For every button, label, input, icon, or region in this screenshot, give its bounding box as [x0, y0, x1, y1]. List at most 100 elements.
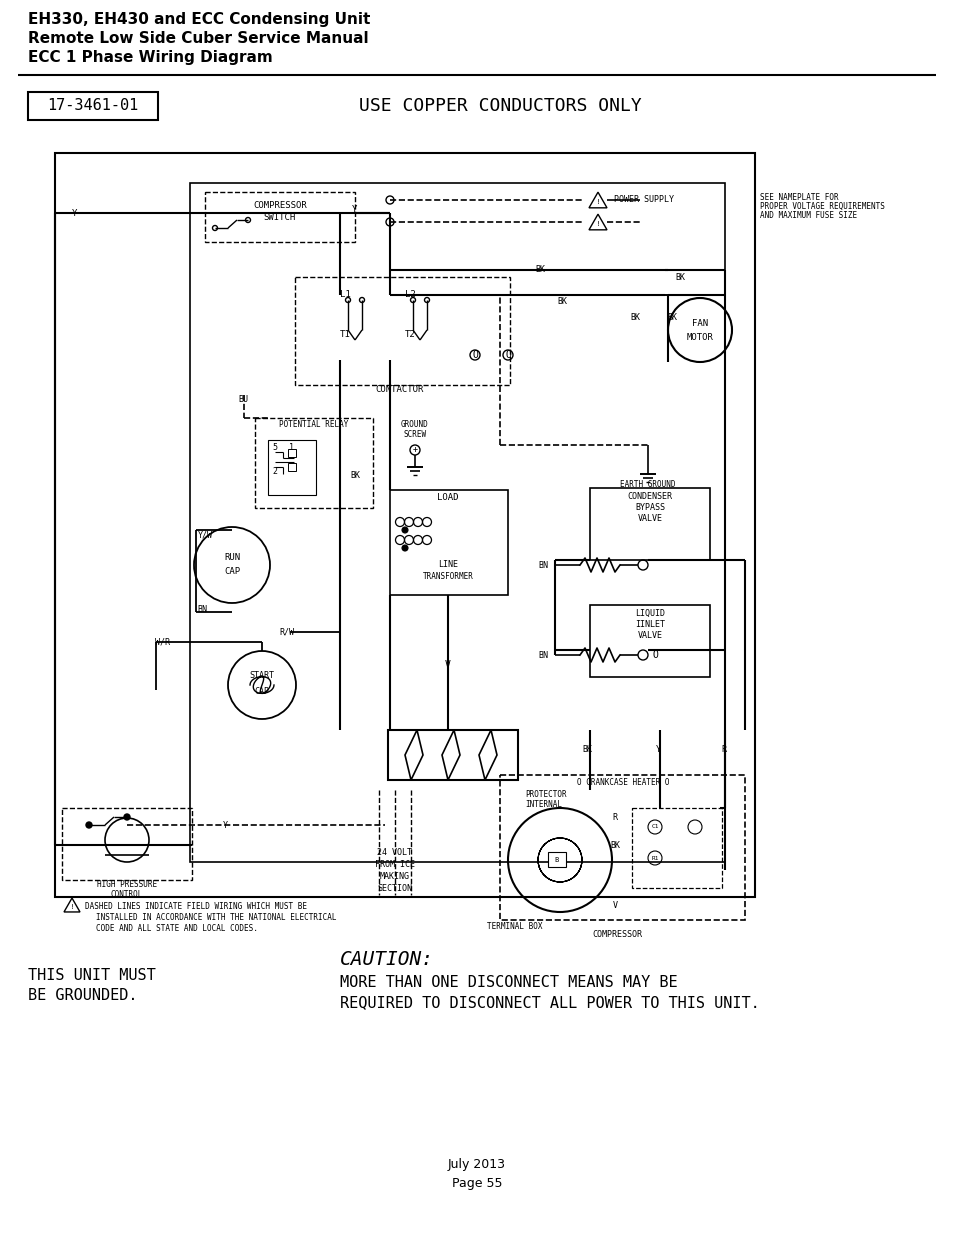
Text: PROTECTOR: PROTECTOR: [524, 790, 566, 799]
Text: Y: Y: [72, 209, 77, 217]
Text: MOTOR: MOTOR: [686, 332, 713, 342]
Text: SECTION: SECTION: [377, 884, 412, 893]
Text: EARTH GROUND: EARTH GROUND: [619, 480, 675, 489]
Text: IINLET: IINLET: [635, 620, 664, 629]
Text: SWITCH: SWITCH: [264, 214, 295, 222]
Bar: [499, 776, 744, 920]
Text: THIS UNIT MUST: THIS UNIT MUST: [28, 968, 155, 983]
Text: FAN: FAN: [691, 319, 707, 327]
Text: CAUTION:: CAUTION:: [339, 950, 434, 969]
Text: BK: BK: [629, 314, 639, 322]
Text: BYPASS: BYPASS: [635, 503, 664, 513]
Text: INTERNAL: INTERNAL: [524, 800, 561, 809]
Circle shape: [401, 527, 408, 534]
Text: BU: BU: [237, 395, 248, 405]
Text: !: !: [596, 221, 598, 227]
Polygon shape: [405, 730, 422, 781]
Polygon shape: [588, 214, 606, 230]
Polygon shape: [441, 730, 459, 781]
Bar: [631, 808, 721, 888]
Text: R: R: [720, 746, 726, 755]
Text: VALVE: VALVE: [637, 631, 661, 640]
Text: PROPER VOLTAGE REQUIREMENTS: PROPER VOLTAGE REQUIREMENTS: [760, 203, 884, 211]
Text: 5: 5: [273, 442, 277, 452]
Text: !: !: [596, 199, 598, 205]
Text: R/W: R/W: [279, 627, 294, 636]
Text: CODE AND ALL STATE AND LOCAL CODES.: CODE AND ALL STATE AND LOCAL CODES.: [96, 924, 257, 932]
Text: V: V: [612, 900, 617, 909]
Text: BK: BK: [675, 273, 684, 283]
Text: BK: BK: [557, 298, 566, 306]
Text: O CRANKCASE HEATER O: O CRANKCASE HEATER O: [577, 778, 669, 787]
Text: CAP: CAP: [224, 567, 240, 576]
Text: POTENTIAL RELAY: POTENTIAL RELAY: [279, 420, 349, 429]
Text: LIQUID: LIQUID: [635, 609, 664, 618]
Bar: [28, 91, 158, 120]
Text: Y: Y: [222, 820, 227, 830]
Text: CONTROL: CONTROL: [111, 890, 143, 899]
Text: 2: 2: [273, 468, 277, 477]
Text: Remote Low Side Cuber Service Manual: Remote Low Side Cuber Service Manual: [28, 31, 368, 46]
Text: TERMINAL BOX: TERMINAL BOX: [487, 923, 542, 931]
Text: L2: L2: [404, 290, 415, 299]
Text: July 2013: July 2013: [448, 1158, 505, 1171]
Polygon shape: [64, 898, 80, 911]
Text: O: O: [472, 350, 477, 359]
Text: !: !: [71, 904, 73, 910]
Text: LOAD: LOAD: [436, 493, 458, 501]
Text: DASHED LINES INDICATE FIELD WIRING WHICH MUST BE: DASHED LINES INDICATE FIELD WIRING WHICH…: [85, 902, 307, 911]
Text: T1: T1: [339, 330, 350, 338]
Text: BE GROUNDED.: BE GROUNDED.: [28, 988, 137, 1003]
Text: Y/W: Y/W: [197, 531, 213, 540]
Circle shape: [86, 823, 91, 827]
Text: RUN: RUN: [224, 552, 240, 562]
Text: LINE: LINE: [437, 559, 457, 569]
Text: Page 55: Page 55: [452, 1177, 501, 1191]
Text: Y: Y: [655, 746, 659, 755]
Text: C1: C1: [651, 825, 659, 830]
Text: O: O: [504, 350, 511, 359]
Text: SCREW: SCREW: [403, 430, 426, 438]
Bar: [268, 440, 315, 495]
Bar: [254, 417, 373, 508]
Text: AND MAXIMUM FUSE SIZE: AND MAXIMUM FUSE SIZE: [760, 211, 856, 220]
Bar: [388, 730, 517, 781]
Text: Y: Y: [352, 205, 357, 214]
Text: CONTACTOR: CONTACTOR: [375, 385, 424, 394]
Text: L1: L1: [339, 290, 350, 299]
Bar: [589, 488, 709, 559]
Circle shape: [124, 814, 130, 820]
Text: POWER SUPPLY: POWER SUPPLY: [614, 195, 673, 205]
Text: USE COPPER CONDUCTORS ONLY: USE COPPER CONDUCTORS ONLY: [358, 98, 640, 115]
Text: BK: BK: [609, 841, 619, 850]
Text: GROUND: GROUND: [400, 420, 429, 429]
Circle shape: [401, 545, 408, 551]
Text: CONDENSER: CONDENSER: [627, 492, 672, 501]
Text: EH330, EH430 and ECC Condensing Unit: EH330, EH430 and ECC Condensing Unit: [28, 12, 370, 27]
Text: MAKING: MAKING: [379, 872, 410, 881]
Text: START: START: [250, 671, 274, 679]
Bar: [547, 852, 565, 867]
Text: R: R: [612, 814, 617, 823]
Text: 17-3461-01: 17-3461-01: [48, 99, 138, 114]
Bar: [589, 605, 709, 677]
Text: BN: BN: [537, 651, 547, 659]
Text: REQUIRED TO DISCONNECT ALL POWER TO THIS UNIT.: REQUIRED TO DISCONNECT ALL POWER TO THIS…: [339, 995, 759, 1010]
Text: INSTALLED IN ACCORDANCE WITH THE NATIONAL ELECTRICAL: INSTALLED IN ACCORDANCE WITH THE NATIONA…: [96, 913, 336, 923]
Text: V: V: [445, 659, 451, 671]
Text: ECC 1 Phase Wiring Diagram: ECC 1 Phase Wiring Diagram: [28, 49, 273, 65]
Text: B: B: [555, 857, 558, 863]
Text: 1: 1: [289, 442, 294, 452]
Text: COMPRESSOR: COMPRESSOR: [253, 200, 307, 210]
Text: CAP: CAP: [254, 687, 269, 695]
Text: O: O: [652, 650, 658, 659]
Text: MORE THAN ONE DISCONNECT MEANS MAY BE: MORE THAN ONE DISCONNECT MEANS MAY BE: [339, 974, 677, 990]
Text: BK: BK: [350, 471, 359, 479]
Bar: [294, 277, 510, 385]
Text: VALVE: VALVE: [637, 514, 661, 522]
Text: R1: R1: [651, 856, 659, 861]
Text: COMPRESSOR: COMPRESSOR: [592, 930, 641, 939]
Bar: [62, 808, 192, 881]
Bar: [55, 153, 754, 897]
Polygon shape: [478, 730, 497, 781]
